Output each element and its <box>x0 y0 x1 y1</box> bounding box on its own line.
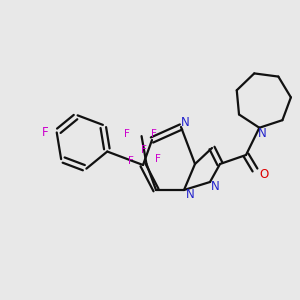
Text: N: N <box>211 181 219 194</box>
Text: F: F <box>128 156 134 166</box>
Text: F: F <box>41 126 48 139</box>
Text: F: F <box>151 129 157 139</box>
Text: F: F <box>141 145 146 155</box>
Text: N: N <box>258 127 267 140</box>
Text: F: F <box>155 154 161 164</box>
Text: N: N <box>181 116 189 128</box>
Text: N: N <box>186 188 194 202</box>
Text: F: F <box>124 129 130 139</box>
Text: O: O <box>260 167 268 181</box>
